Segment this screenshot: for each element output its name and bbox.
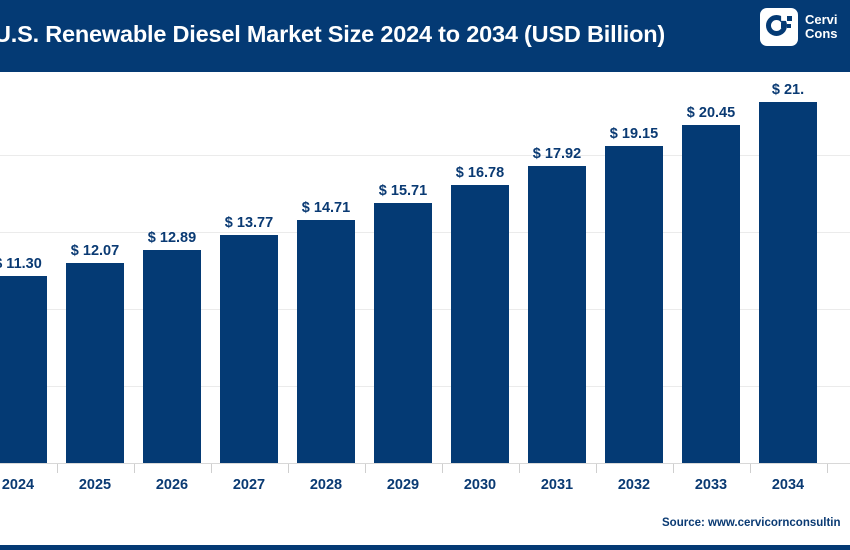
bar-2031[interactable]: $ 17.92 bbox=[528, 0, 586, 464]
x-tick-label-2033: 2033 bbox=[694, 477, 728, 493]
x-tick-label-2028: 2028 bbox=[309, 477, 343, 493]
brand-name: Cervi Cons bbox=[805, 13, 838, 41]
x-tick-label-2024: 2024 bbox=[1, 477, 35, 493]
bar-rect bbox=[0, 276, 47, 463]
x-tick-mark bbox=[210, 464, 212, 473]
bar-2025[interactable]: $ 12.07 bbox=[66, 0, 124, 464]
bar-rect bbox=[297, 219, 355, 463]
bar-rect bbox=[143, 249, 201, 463]
x-tick-mark bbox=[518, 464, 520, 473]
x-tick-mark bbox=[287, 464, 289, 473]
x-tick-mark bbox=[56, 464, 58, 473]
bar-2030[interactable]: $ 16.78 bbox=[451, 0, 509, 464]
x-tick-mark bbox=[133, 464, 135, 473]
bar-value-label: $ 13.77 bbox=[224, 215, 274, 232]
x-tick-mark bbox=[826, 464, 828, 473]
bar-2029[interactable]: $ 15.71 bbox=[374, 0, 432, 464]
x-tick-mark bbox=[672, 464, 674, 473]
bar-rect bbox=[682, 124, 740, 463]
bar-value-label: $ 15.71 bbox=[378, 183, 428, 199]
x-tick-label-2026: 2026 bbox=[155, 477, 189, 493]
x-tick-label-2027: 2027 bbox=[232, 477, 266, 493]
chart-header-band: U.S. Renewable Diesel Market Size 2024 t… bbox=[0, 0, 850, 72]
bar-value-label: $ 12.07 bbox=[70, 243, 120, 260]
bar-2026[interactable]: $ 12.89 bbox=[143, 0, 201, 464]
source-note: Source: www.cervicornconsultin bbox=[662, 517, 841, 529]
brand-name-line1: Cervi bbox=[805, 12, 838, 27]
page-title: U.S. Renewable Diesel Market Size 2024 t… bbox=[0, 21, 666, 47]
x-tick-label-2034: 2034 bbox=[771, 477, 805, 493]
bar-rect bbox=[605, 146, 663, 463]
bar-2032[interactable]: $ 19.15 bbox=[605, 0, 663, 464]
bar-rect bbox=[528, 166, 586, 463]
logo-square-1 bbox=[787, 16, 792, 21]
bar-value-label: $ 20.45 bbox=[686, 104, 736, 121]
bar-2033[interactable]: $ 20.45 bbox=[682, 0, 740, 464]
x-axis-line bbox=[0, 463, 850, 464]
bar-rect bbox=[66, 263, 124, 463]
x-tick-mark bbox=[364, 464, 366, 473]
bar-value-label: $ 12.89 bbox=[147, 229, 197, 246]
bar-rect bbox=[759, 101, 817, 463]
x-tick-label-2025: 2025 bbox=[78, 477, 112, 493]
bar-2034[interactable]: $ 21. bbox=[759, 0, 817, 464]
bar-value-label: $ 19.15 bbox=[609, 126, 659, 143]
bar-rect bbox=[374, 203, 432, 463]
x-tick-label-2029: 2029 bbox=[386, 477, 420, 493]
bar-value-label: $ 17.92 bbox=[532, 146, 582, 163]
bar-value-label: $ 14.71 bbox=[301, 199, 351, 216]
bar-rect bbox=[220, 235, 278, 463]
bar-value-label: $ 16.78 bbox=[455, 165, 505, 182]
bar-series: $ 11.30 $ 12.07 $ 12.89 $ 13.77 $ 14.71 $ 15.… bbox=[0, 0, 817, 464]
x-axis-labels: 2024 2025 2026 2027 2028 2029 2030 2031 2032 2033… bbox=[0, 464, 850, 504]
x-tick-label-2030: 2030 bbox=[463, 477, 497, 493]
x-tick-mark bbox=[441, 464, 443, 473]
footer-band bbox=[0, 545, 850, 550]
bar-2027[interactable]: $ 13.77 bbox=[220, 0, 278, 464]
brand-logo[interactable]: Cervi Cons bbox=[760, 8, 838, 46]
logo-square-3 bbox=[781, 23, 786, 28]
gridline-0 bbox=[0, 155, 850, 156]
logo-square-2 bbox=[787, 24, 791, 28]
bar-2024[interactable]: $ 11.30 bbox=[0, 0, 47, 464]
brand-name-line2: Cons bbox=[805, 26, 838, 41]
bar-2028[interactable]: $ 14.71 bbox=[297, 0, 355, 464]
bar-value-label: $ 11.30 bbox=[0, 256, 42, 272]
bar-rect bbox=[451, 185, 509, 463]
x-tick-label-2032: 2032 bbox=[617, 477, 651, 493]
bar-value-label: $ 21. bbox=[771, 81, 805, 98]
x-tick-label-2031: 2031 bbox=[540, 477, 574, 493]
cervicorn-mark-icon bbox=[760, 8, 798, 46]
x-tick-mark bbox=[595, 464, 597, 473]
x-tick-mark bbox=[749, 464, 751, 473]
